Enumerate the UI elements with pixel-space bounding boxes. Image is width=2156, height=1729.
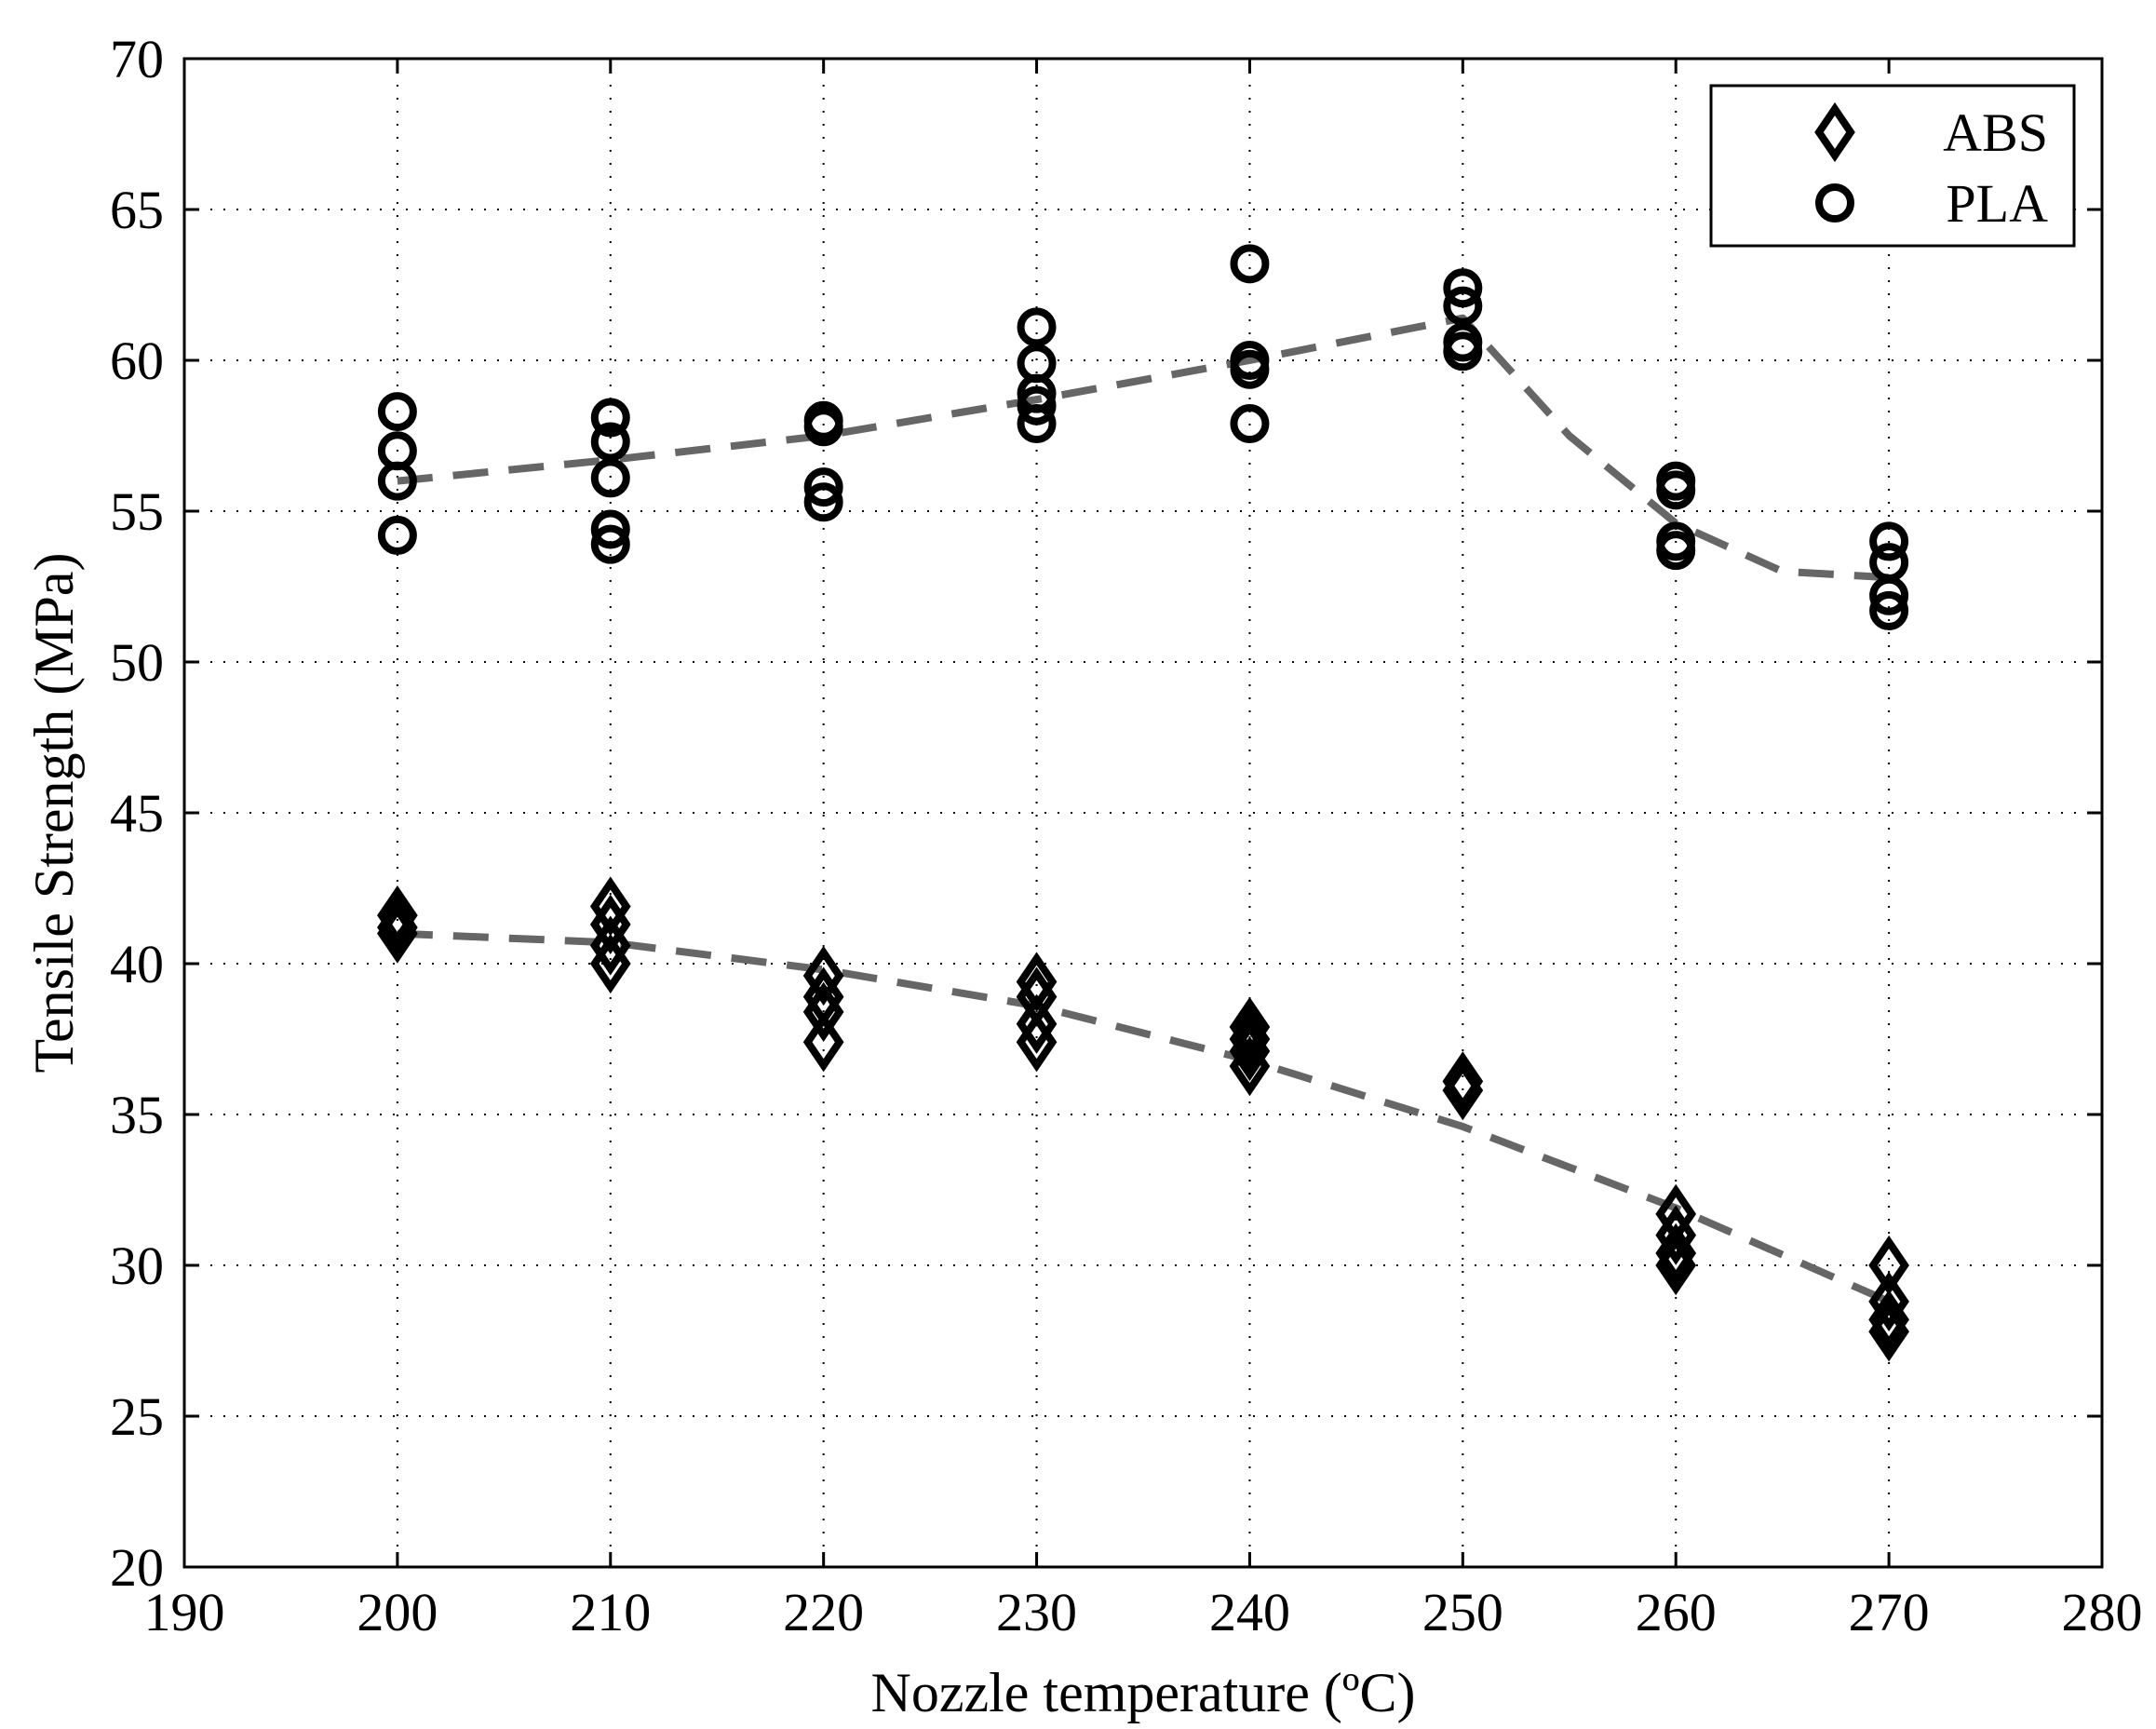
legend-label-abs: ABS <box>1943 102 2048 163</box>
data-point-pla <box>803 407 843 447</box>
x-tick-label: 240 <box>1209 1582 1290 1642</box>
x-tick-label: 200 <box>357 1582 438 1642</box>
data-point-abs <box>802 945 844 1006</box>
data-point-abs <box>1229 1020 1271 1082</box>
data-point-pla <box>1869 575 1909 615</box>
data-point-abs <box>1229 1008 1271 1070</box>
tick-layer: 190 200 210 220 230 240 250 260 270 280 20 25 30 35 40… <box>110 29 2143 1642</box>
data-point-abs <box>589 915 631 976</box>
data-point-abs <box>1655 1235 1697 1296</box>
data-point-abs <box>1016 993 1058 1054</box>
trend-line-pla <box>397 314 1890 582</box>
data-point-abs <box>1868 1271 1909 1331</box>
data-marker-layer <box>377 244 1909 1362</box>
y-axis-title: Tensile Strength (MPa) <box>23 552 85 1073</box>
x-tick-label: 210 <box>570 1582 651 1642</box>
data-point-abs <box>1016 1012 1058 1073</box>
x-tick-label: 260 <box>1636 1582 1717 1642</box>
data-point-pla <box>803 482 843 522</box>
data-point-pla <box>803 467 843 507</box>
y-tick-label: 20 <box>110 1537 164 1598</box>
y-tick-label: 40 <box>110 934 164 994</box>
data-point-abs <box>377 903 418 964</box>
data-point-pla <box>1443 268 1483 308</box>
x-tick-label: 220 <box>783 1582 864 1642</box>
trend-line-abs <box>397 929 1891 1305</box>
y-tick-label: 55 <box>110 481 164 542</box>
data-point-abs <box>589 894 631 954</box>
data-point-abs <box>589 933 631 994</box>
data-point-abs <box>1229 996 1271 1058</box>
data-point-pla <box>1230 404 1270 444</box>
legend: ABS PLA <box>1709 84 2076 248</box>
data-point-pla <box>1230 244 1270 284</box>
data-point-abs <box>1442 1051 1484 1112</box>
data-point-abs <box>1655 1222 1697 1284</box>
data-point-pla <box>1017 404 1057 444</box>
trend-line-layer <box>397 314 1891 1305</box>
data-point-pla <box>1443 286 1483 326</box>
x-tick-label: 250 <box>1422 1582 1503 1642</box>
y-tick-label: 70 <box>110 29 164 89</box>
data-point-pla <box>377 392 417 432</box>
data-point-pla <box>1656 531 1696 571</box>
data-point-pla <box>1443 331 1483 371</box>
data-point-pla <box>377 461 417 501</box>
y-tick-label: 60 <box>110 331 164 391</box>
data-point-abs <box>1442 1060 1484 1121</box>
x-tick-label: 280 <box>2062 1582 2143 1642</box>
y-tick-label: 25 <box>110 1386 164 1447</box>
data-point-pla <box>590 398 630 438</box>
data-point-abs <box>802 1012 844 1073</box>
data-point-abs <box>377 885 418 946</box>
legend-circle-icon <box>1815 183 1854 223</box>
x-tick-label: 190 <box>144 1582 225 1642</box>
data-point-pla <box>1869 521 1909 561</box>
x-tick-label: 230 <box>996 1582 1077 1642</box>
legend-marker-pla <box>1815 183 1854 223</box>
data-point-abs <box>1868 1302 1909 1362</box>
legend-label-pla: PLA <box>1946 173 2048 234</box>
y-tick-label: 65 <box>110 180 164 240</box>
data-point-pla <box>1017 385 1057 425</box>
data-point-abs <box>1868 1235 1909 1296</box>
data-point-abs <box>1868 1290 1909 1350</box>
y-tick-label: 35 <box>110 1085 164 1145</box>
data-point-abs <box>589 876 631 937</box>
legend-diamond-icon <box>1814 101 1855 163</box>
data-point-pla <box>590 458 630 498</box>
y-tick-label: 30 <box>110 1236 164 1296</box>
data-point-pla <box>1017 307 1057 347</box>
data-point-pla <box>590 524 630 564</box>
data-point-pla <box>1656 470 1696 510</box>
data-point-abs <box>802 981 844 1042</box>
data-point-abs <box>1229 1036 1271 1097</box>
data-point-pla <box>377 515 417 555</box>
y-tick-label: 50 <box>110 632 164 693</box>
data-point-pla <box>590 509 630 549</box>
data-point-abs <box>1655 1205 1697 1265</box>
x-tick-label: 270 <box>1849 1582 1930 1642</box>
data-point-pla <box>1230 349 1270 389</box>
legend-marker-abs <box>1814 101 1855 163</box>
x-axis-title: Nozzle temperature (ºC) <box>871 1662 1416 1723</box>
data-point-pla <box>1869 590 1909 630</box>
y-tick-label: 45 <box>110 783 164 844</box>
data-point-pla <box>590 422 630 462</box>
legend-box <box>1709 84 2076 248</box>
